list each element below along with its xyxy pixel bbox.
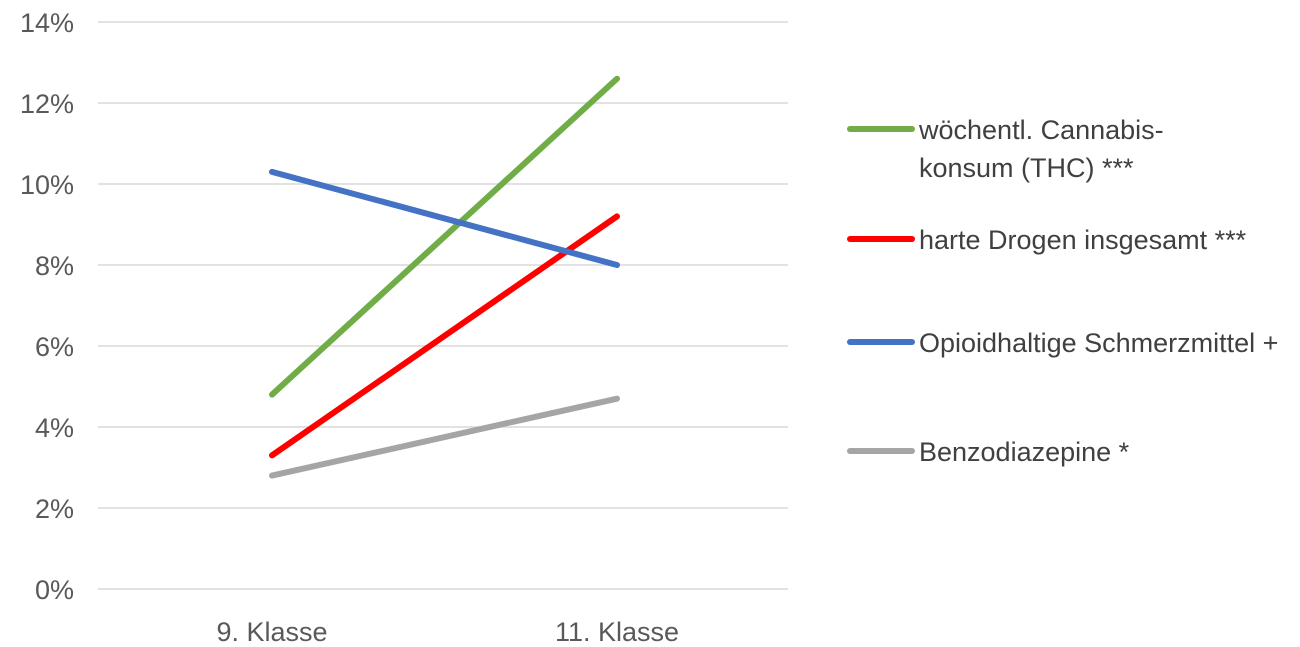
legend-item-0: wöchentl. Cannabis-konsum (THC) *** xyxy=(847,115,1164,183)
x-tick-label: 9. Klasse xyxy=(216,617,327,647)
legend: wöchentl. Cannabis-konsum (THC) *** harte… xyxy=(847,115,1278,467)
y-tick-label: 0% xyxy=(35,575,74,605)
y-tick-label: 14% xyxy=(20,8,74,38)
series-line-2 xyxy=(269,168,620,268)
gridlines xyxy=(98,21,788,590)
y-tick-label: 10% xyxy=(20,170,74,200)
y-tick-label: 4% xyxy=(35,413,74,443)
legend-label: konsum (THC) *** xyxy=(919,153,1134,183)
x-axis-ticks: 9. Klasse 11. Klasse xyxy=(216,617,679,647)
legend-item-1: harte Drogen insgesamt *** xyxy=(847,225,1247,255)
series-lines xyxy=(269,75,620,479)
y-tick-label: 12% xyxy=(20,89,74,119)
y-tick-label: 8% xyxy=(35,251,74,281)
series-line-3 xyxy=(269,395,620,479)
legend-label: harte Drogen insgesamt *** xyxy=(919,225,1247,255)
x-tick-label: 11. Klasse xyxy=(555,617,679,647)
legend-item-2: Opioidhaltige Schmerzmittel + xyxy=(847,328,1278,358)
y-tick-label: 6% xyxy=(35,332,74,362)
legend-label: Opioidhaltige Schmerzmittel + xyxy=(919,328,1278,358)
legend-label: wöchentl. Cannabis- xyxy=(918,115,1164,145)
series-line-1 xyxy=(269,213,620,459)
series-line-0 xyxy=(269,75,620,398)
legend-label: Benzodiazepine * xyxy=(919,437,1130,467)
y-axis-ticks: 0% 2% 4% 6% 8% 10% 12% 14% xyxy=(20,8,74,605)
legend-item-3: Benzodiazepine * xyxy=(847,437,1130,467)
y-tick-label: 2% xyxy=(35,494,74,524)
